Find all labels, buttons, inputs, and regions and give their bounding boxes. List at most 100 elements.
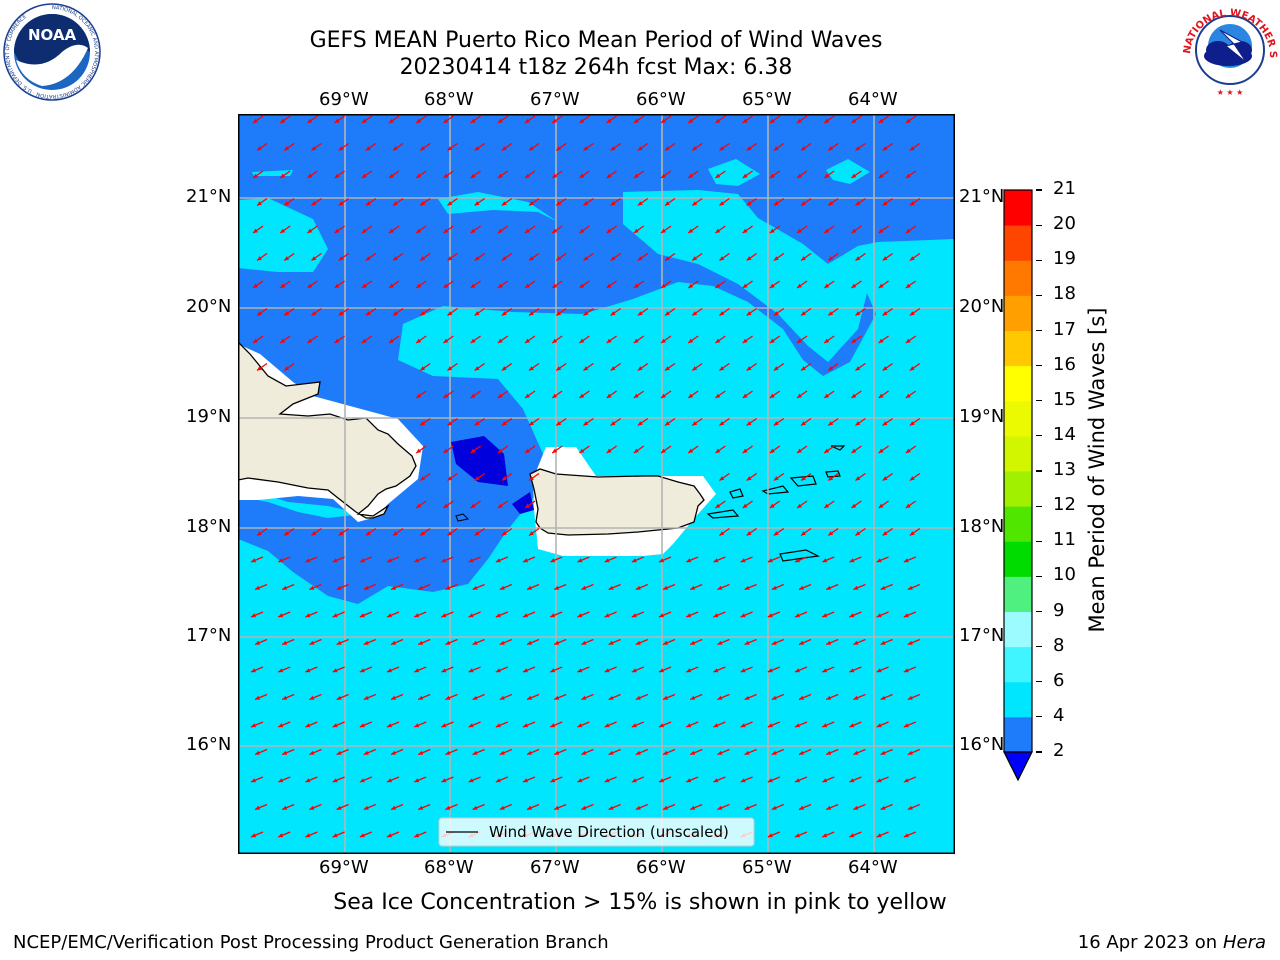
wind-wave-arrow-head bbox=[795, 833, 800, 838]
noaa-logo: NOAA NATIONAL OCEANIC AND ATMOSPHERIC AD… bbox=[3, 3, 101, 101]
wind-wave-arrow-head bbox=[692, 311, 698, 316]
wind-wave-arrow-head bbox=[771, 750, 777, 755]
wind-wave-arrow-head bbox=[665, 256, 670, 261]
wind-wave-arrow-head bbox=[773, 311, 779, 316]
wind-wave-arrow-head bbox=[338, 311, 344, 316]
wind-wave-arrow-head bbox=[797, 228, 802, 233]
wind-wave-arrow-head bbox=[311, 531, 317, 536]
lat-label-left: 21°N bbox=[186, 186, 232, 207]
wind-wave-arrow-head bbox=[305, 558, 311, 563]
wind-wave-arrow-head bbox=[719, 201, 725, 206]
wind-wave-arrow-head bbox=[633, 393, 639, 398]
colorbar-label: Mean Period of Wind Waves [s] bbox=[1085, 307, 1109, 633]
wind-wave-arrow-head bbox=[579, 173, 585, 178]
wind-wave-arrow-head bbox=[767, 778, 773, 783]
wind-wave-arrow-head bbox=[882, 311, 888, 316]
wind-wave-arrow-head bbox=[552, 448, 558, 453]
colorbar-under-arrow bbox=[1003, 751, 1033, 782]
wind-wave-arrow-head bbox=[771, 695, 777, 700]
wind-wave-arrow-head bbox=[824, 173, 830, 178]
wind-wave-arrow-head bbox=[606, 338, 612, 343]
wind-wave-arrow-head bbox=[851, 118, 857, 123]
wind-wave-arrow-head bbox=[359, 723, 365, 728]
wind-wave-arrow-head bbox=[332, 833, 338, 838]
wind-wave-arrow-head bbox=[474, 311, 480, 316]
wind-wave-arrow-head bbox=[688, 448, 694, 453]
wind-wave-arrow-head bbox=[876, 558, 882, 563]
wind-wave-arrow-head bbox=[876, 833, 882, 838]
wind-wave-arrow-head bbox=[909, 146, 915, 151]
wind-wave-arrow-head bbox=[907, 695, 913, 700]
wind-wave-arrow-head bbox=[801, 476, 806, 481]
wind-wave-arrow-head bbox=[610, 146, 616, 151]
wind-wave-arrow-head bbox=[336, 750, 342, 755]
colorbar-tick-label: 9 bbox=[1053, 599, 1065, 621]
wind-wave-arrow-head bbox=[740, 558, 746, 563]
wind-wave-arrow-head bbox=[742, 283, 748, 288]
wind-wave-arrow-head bbox=[525, 283, 530, 288]
wind-wave-arrow-head bbox=[686, 558, 692, 563]
wind-wave-arrow-head bbox=[665, 146, 670, 151]
wind-wave-arrow-head bbox=[882, 421, 888, 426]
wind-wave-arrow-head bbox=[468, 723, 474, 728]
colorbar-tick-label: 14 bbox=[1053, 423, 1076, 445]
wind-wave-arrow-head bbox=[278, 833, 284, 838]
wind-wave-arrow-head bbox=[637, 421, 643, 426]
wind-wave-arrow-head bbox=[332, 558, 338, 563]
wind-wave-arrow-head bbox=[661, 283, 666, 288]
wind-wave-arrow-head bbox=[715, 338, 721, 343]
wind-wave-arrow-head bbox=[416, 283, 422, 288]
wind-wave-arrow-head bbox=[414, 558, 420, 563]
wind-wave-arrow-head bbox=[606, 118, 612, 123]
wind-wave-arrow-head bbox=[393, 311, 398, 316]
wind-wave-arrow-head bbox=[880, 750, 886, 755]
wind-wave-arrow-head bbox=[742, 503, 748, 508]
wind-wave-arrow-head bbox=[851, 393, 857, 398]
wind-wave-arrow-head bbox=[363, 585, 369, 590]
arrow-legend-label: Wind Wave Direction (unscaled) bbox=[489, 823, 729, 841]
wind-wave-arrow-head bbox=[633, 338, 639, 343]
wind-wave-arrow-head bbox=[631, 668, 637, 673]
wind-wave-arrow-head bbox=[338, 531, 344, 536]
wind-wave-arrow-head bbox=[282, 585, 288, 590]
wind-wave-arrow-head bbox=[311, 201, 317, 206]
wind-wave-arrow-head bbox=[365, 531, 371, 536]
wind-wave-arrow-head bbox=[554, 640, 560, 645]
wind-wave-arrow-head bbox=[307, 118, 313, 123]
lat-label-right: 18°N bbox=[959, 516, 1005, 537]
wind-wave-arrow-head bbox=[795, 558, 800, 563]
colorbar-block bbox=[1004, 576, 1032, 612]
wind-wave-arrow-head bbox=[529, 421, 534, 426]
wind-wave-arrow-head bbox=[418, 695, 424, 700]
wind-wave-arrow-head bbox=[909, 256, 915, 261]
wind-wave-arrow-head bbox=[420, 366, 426, 371]
wind-wave-arrow-head bbox=[604, 558, 610, 563]
colorbar-block bbox=[1004, 471, 1032, 507]
lon-label-top: 66°W bbox=[636, 89, 686, 110]
wind-wave-arrow-head bbox=[719, 366, 725, 371]
wind-wave-arrow-head bbox=[441, 723, 447, 728]
wind-wave-arrow-head bbox=[740, 778, 746, 783]
lat-label-left: 19°N bbox=[186, 406, 232, 427]
wind-wave-arrow-head bbox=[523, 613, 528, 618]
wind-wave-arrow-head bbox=[309, 640, 315, 645]
colorbar-tick-mark bbox=[1036, 716, 1042, 718]
wind-wave-arrow-head bbox=[822, 833, 828, 838]
wind-wave-arrow-head bbox=[878, 338, 884, 343]
wind-wave-arrow-head bbox=[828, 201, 834, 206]
wind-wave-arrow-head bbox=[501, 366, 507, 371]
wind-wave-arrow-head bbox=[717, 750, 723, 755]
colorbar-block bbox=[1004, 190, 1032, 226]
wind-wave-arrow-head bbox=[497, 228, 503, 233]
wind-wave-arrow-head bbox=[853, 805, 859, 810]
wind-wave-arrow-head bbox=[251, 778, 256, 783]
wind-wave-arrow-head bbox=[305, 723, 311, 728]
wind-wave-arrow-head bbox=[251, 613, 256, 618]
wind-wave-arrow-head bbox=[633, 448, 639, 453]
wind-wave-arrow-head bbox=[690, 640, 696, 645]
wind-wave-arrow-head bbox=[579, 118, 585, 123]
wind-wave-arrow-head bbox=[690, 585, 696, 590]
wind-wave-arrow-head bbox=[305, 778, 311, 783]
wind-wave-arrow-head bbox=[387, 723, 392, 728]
wind-wave-arrow-head bbox=[853, 695, 859, 700]
